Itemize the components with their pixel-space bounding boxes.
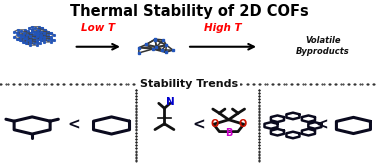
Text: Thermal Stability of 2D COFs: Thermal Stability of 2D COFs: [70, 4, 308, 19]
Text: <: <: [192, 118, 205, 133]
Text: O: O: [239, 119, 247, 129]
Text: Low T: Low T: [81, 23, 115, 33]
Text: <: <: [67, 118, 80, 133]
Text: High T: High T: [204, 23, 242, 33]
Text: Stability Trends: Stability Trends: [140, 80, 238, 89]
Text: B: B: [225, 128, 232, 138]
Text: Volatile
Byproducts: Volatile Byproducts: [296, 36, 350, 56]
Text: <: <: [316, 118, 328, 133]
Text: N: N: [166, 97, 175, 107]
Text: O: O: [211, 119, 219, 129]
